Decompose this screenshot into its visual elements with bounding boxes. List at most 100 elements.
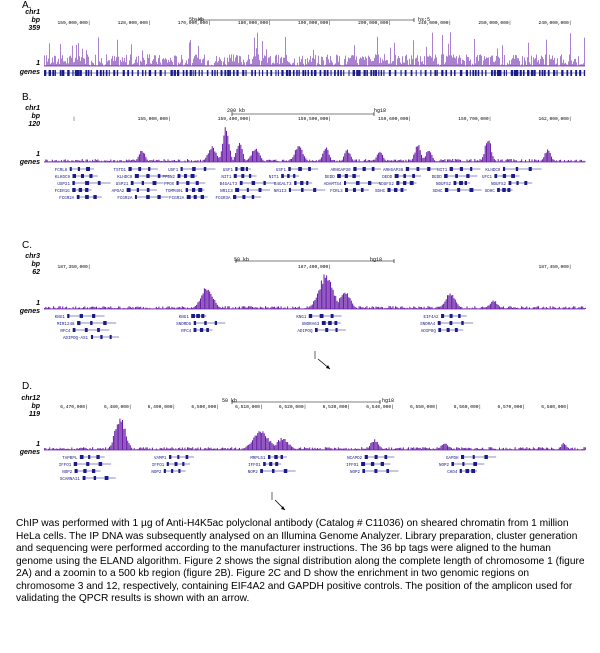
signal-bar bbox=[488, 57, 489, 66]
gene-label: IFFO1 bbox=[59, 464, 72, 468]
signal-bar bbox=[237, 145, 239, 162]
signal-bar bbox=[81, 308, 83, 309]
signal-bar bbox=[307, 307, 309, 309]
signal-bar bbox=[100, 62, 101, 66]
signal-bar bbox=[409, 306, 411, 309]
signal-bar bbox=[454, 449, 456, 450]
signal-bar bbox=[493, 61, 494, 66]
signal-bar bbox=[228, 61, 229, 66]
signal-bar bbox=[94, 449, 96, 450]
signal-bar bbox=[332, 62, 333, 66]
gene-exon bbox=[168, 455, 172, 459]
signal-bar bbox=[168, 306, 170, 309]
signal-bar bbox=[473, 161, 475, 162]
signal-bar bbox=[89, 160, 91, 162]
gene-exon bbox=[334, 321, 338, 325]
signal-bar bbox=[51, 62, 52, 66]
signal-bar bbox=[310, 161, 312, 162]
signal-bar bbox=[214, 151, 216, 162]
signal-bar bbox=[188, 58, 189, 66]
signal-bar bbox=[63, 448, 65, 450]
signal-bar bbox=[426, 152, 428, 162]
signal-bar bbox=[521, 159, 523, 162]
signal-bar bbox=[382, 307, 384, 309]
gene-exon bbox=[319, 314, 324, 318]
signal-bar bbox=[202, 159, 204, 162]
gene-label: SNORA4 bbox=[420, 323, 436, 327]
signal-bar bbox=[491, 301, 493, 309]
signal-bar bbox=[123, 160, 125, 162]
signal-bar bbox=[424, 308, 426, 309]
signal-bar bbox=[573, 449, 575, 450]
signal-bar bbox=[121, 61, 122, 66]
signal-bar bbox=[469, 308, 471, 309]
signal-bar bbox=[245, 65, 246, 66]
signal-bar bbox=[187, 447, 189, 450]
signal-bar bbox=[177, 448, 179, 450]
signal-bar bbox=[172, 62, 173, 66]
signal-bar bbox=[153, 159, 155, 162]
signal-bar bbox=[261, 307, 263, 309]
signal-bar bbox=[340, 64, 341, 66]
signal-bar bbox=[194, 160, 196, 162]
signal-bar bbox=[196, 54, 197, 66]
signal-bar bbox=[339, 298, 341, 309]
gene-exon bbox=[473, 462, 478, 466]
signal-bar bbox=[448, 159, 450, 162]
signal-bar bbox=[298, 65, 299, 66]
signal-bar bbox=[62, 55, 63, 66]
signal-bar bbox=[556, 308, 558, 309]
signal-bar bbox=[465, 308, 467, 309]
gene-exon bbox=[403, 181, 407, 185]
signal-bar bbox=[396, 160, 398, 162]
signal-bar bbox=[519, 308, 521, 309]
signal-bar bbox=[450, 295, 452, 309]
signal-bar bbox=[510, 159, 512, 162]
signal-bar bbox=[289, 444, 291, 450]
signal-bar bbox=[206, 155, 208, 162]
signal-bar bbox=[314, 161, 316, 162]
signal-bar bbox=[471, 65, 472, 66]
signal-bar bbox=[523, 307, 525, 309]
scale-right: hs:5 bbox=[418, 17, 431, 23]
signal-bar bbox=[349, 297, 351, 309]
signal-bar bbox=[215, 61, 216, 66]
signal-bar bbox=[375, 441, 377, 450]
signal-bar bbox=[411, 447, 413, 450]
signal-bar bbox=[327, 150, 329, 162]
signal-bar bbox=[382, 154, 384, 162]
signal-bar bbox=[305, 158, 307, 162]
signal-bar bbox=[49, 447, 51, 450]
gene-exon bbox=[364, 455, 368, 459]
gene-label: NDUFS2 bbox=[436, 183, 452, 187]
signal-bar bbox=[218, 157, 220, 162]
signal-bar bbox=[574, 160, 576, 162]
signal-bar bbox=[302, 154, 304, 162]
signal-bar bbox=[502, 447, 504, 450]
signal-bar bbox=[165, 58, 166, 66]
signal-bar bbox=[125, 436, 127, 450]
signal-bar bbox=[304, 308, 306, 309]
signal-bar bbox=[540, 308, 542, 309]
tick-label: 6,510,000| bbox=[235, 404, 263, 410]
signal-bar bbox=[210, 293, 212, 309]
tick-label: 6,540,000| bbox=[366, 404, 394, 410]
signal-bar bbox=[582, 161, 584, 162]
signal-bar bbox=[141, 61, 142, 66]
signal-bar bbox=[231, 156, 233, 162]
signal-bar bbox=[118, 424, 120, 450]
signal-bar bbox=[219, 57, 220, 66]
gene-exon bbox=[528, 167, 532, 171]
signal-bar bbox=[437, 161, 439, 162]
signal-bar bbox=[271, 306, 273, 309]
signal-bar bbox=[336, 54, 337, 66]
signal-bar bbox=[421, 154, 423, 162]
signal-bar bbox=[270, 55, 271, 66]
gene-exon bbox=[458, 314, 461, 318]
signal-bar bbox=[147, 54, 148, 66]
signal-bar bbox=[158, 57, 159, 66]
signal-bar bbox=[389, 63, 390, 66]
signal-bar bbox=[483, 449, 485, 450]
signal-bar bbox=[309, 59, 310, 66]
signal-bar bbox=[154, 449, 156, 450]
